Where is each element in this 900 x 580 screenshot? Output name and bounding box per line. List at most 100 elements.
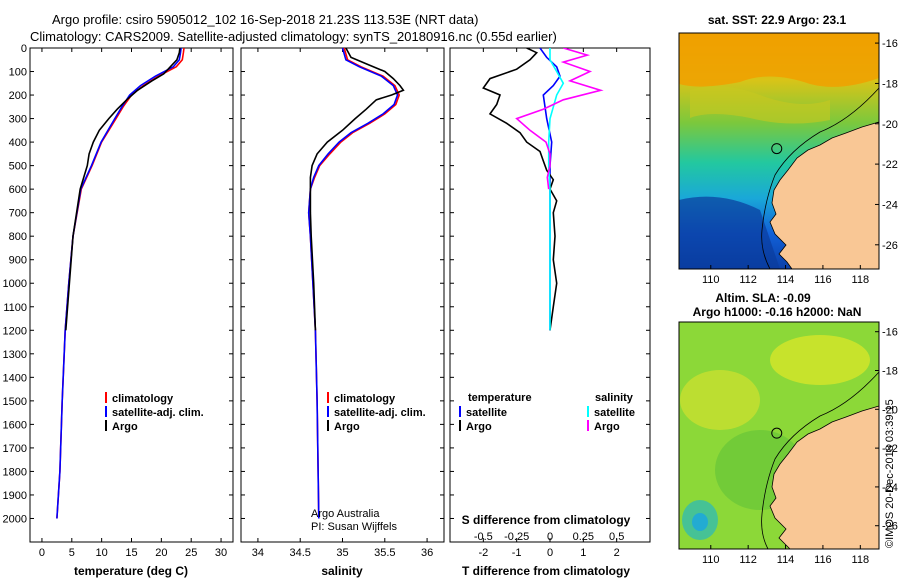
x-tick-label: 36 <box>421 547 433 559</box>
y-tick-label: 1200 <box>3 325 27 337</box>
y-tick-label: 0 <box>21 43 27 55</box>
legend-label-t-argo: Argo <box>466 421 492 433</box>
sst-warm-patch <box>679 33 879 87</box>
series-t-argo <box>482 48 558 331</box>
y-tick-label: 1000 <box>3 278 27 290</box>
y-tick-label: 200 <box>9 90 27 102</box>
salinity-legend: climatology satellite-adj. clim. Argo <box>327 392 426 433</box>
y-tick-label: 600 <box>9 184 27 196</box>
lat-tick-label: -26 <box>882 240 898 252</box>
x2-tick-label: 0.25 <box>573 531 594 543</box>
sst-map: sat. SST: 22.9 Argo: 23.1 -16 -18 -20 -22 -2… <box>678 13 898 286</box>
legend-swatch-climatology <box>327 392 329 403</box>
sst-map-title: sat. SST: 22.9 Argo: 23.1 <box>708 13 847 27</box>
legend-swatch-satellite <box>105 406 107 417</box>
y-tick-label: 1900 <box>3 490 27 502</box>
sst-map-frame <box>678 32 880 270</box>
lat-tick-label: -18 <box>882 366 898 378</box>
difference-x2label: S difference from climatology <box>462 513 631 527</box>
lon-tick-label: 112 <box>739 554 757 566</box>
x-tick-label: 0 <box>547 547 553 559</box>
x-tick-label: -1 <box>512 547 522 559</box>
lat-tick-label: -26 <box>882 521 898 533</box>
lon-tick-label: 114 <box>777 274 795 286</box>
sla-map: Altim. SLA: -0.09 Argo h1000: -0.16 h200… <box>678 291 898 566</box>
lat-tick-label: -22 <box>882 443 898 455</box>
y-tick-label: 1700 <box>3 443 27 455</box>
lon-tick-label: 110 <box>702 274 720 286</box>
legend-title-salinity: salinity <box>595 392 634 404</box>
difference-xlabel: T difference from climatology <box>462 564 630 578</box>
legend-label-argo: Argo <box>112 421 138 433</box>
lat-tick-label: -20 <box>882 119 898 131</box>
difference-legend: temperature salinity satellite Argo sate… <box>459 392 635 433</box>
y-tick-label: 900 <box>9 255 27 267</box>
sla-land <box>769 405 880 550</box>
series-s-argo <box>515 48 604 190</box>
legend-label-satellite: satellite-adj. clim. <box>334 407 426 419</box>
y-tick-label: 100 <box>9 67 27 79</box>
salinity-axes-frame <box>240 47 445 543</box>
x-tick-label: 2 <box>614 547 620 559</box>
title-line2: Climatology: CARS2009. Satellite-adjuste… <box>30 29 557 44</box>
y-tick-label: 1500 <box>3 396 27 408</box>
lat-tick-label: -20 <box>882 404 898 416</box>
temperature-panel: 0100200300400500600700800900100011001200… <box>3 43 234 578</box>
sla-argo-location-marker <box>771 427 783 439</box>
legend-label-satellite: satellite-adj. clim. <box>112 407 204 419</box>
y-tick-label: 700 <box>9 208 27 220</box>
x-tick-label: 15 <box>125 547 137 559</box>
y-tick-label: 500 <box>9 161 27 173</box>
timestamp-stamp: ©IMOS 20-Dec-2018 03:39:15 <box>884 399 896 548</box>
legend-label-climatology: climatology <box>112 393 174 405</box>
x-tick-label: 34.5 <box>289 547 310 559</box>
x-tick-label: 35 <box>336 547 348 559</box>
temperature-xlabel: temperature (deg C) <box>74 564 188 578</box>
x-tick-label: 10 <box>96 547 108 559</box>
sst-cold-patch <box>679 196 780 269</box>
title-line1: Argo profile: csiro 5905012_102 16-Sep-2… <box>52 12 478 27</box>
x-tick-label: 20 <box>155 547 167 559</box>
y-tick-label: 400 <box>9 137 27 149</box>
series-argo <box>65 48 181 331</box>
x2-tick-label: -0.25 <box>504 531 529 543</box>
x-tick-label: 34 <box>252 547 264 559</box>
sla-map-frame <box>678 321 880 550</box>
x2-tick-label: -0.5 <box>474 531 493 543</box>
y-tick-label: 1400 <box>3 372 27 384</box>
legend-swatch-argo <box>327 420 329 431</box>
lat-tick-label: -16 <box>882 327 898 339</box>
sla-map-title2: Argo h1000: -0.16 h2000: NaN <box>693 305 862 319</box>
credit-line1: Argo Australia <box>311 508 380 520</box>
series-climatology <box>56 48 185 519</box>
sla-patch <box>680 370 760 430</box>
y-tick-label: 300 <box>9 114 27 126</box>
lat-tick-label: -22 <box>882 159 898 171</box>
x-tick-label: 30 <box>215 547 227 559</box>
series-satellite-adj-clim- <box>307 48 399 519</box>
lon-tick-label: 114 <box>777 554 795 566</box>
sla-patch <box>770 335 870 385</box>
x-tick-label: 5 <box>69 547 75 559</box>
lon-tick-label: 118 <box>852 274 870 286</box>
lat-tick-label: -18 <box>882 78 898 90</box>
x2-tick-label: 0 <box>547 531 553 543</box>
y-tick-label: 1800 <box>3 466 27 478</box>
lon-tick-label: 110 <box>702 554 720 566</box>
y-tick-label: 1100 <box>3 302 27 314</box>
legend-label-t-satellite: satellite <box>466 407 507 419</box>
series-argo <box>309 48 405 331</box>
series-s-satellite <box>547 48 565 331</box>
legend-label-s-satellite: satellite <box>594 407 635 419</box>
legend-swatch-climatology <box>105 392 107 403</box>
difference-panel: -2 -1 0 1 2 -0.5 -0.25 0 0.25 0.5 T difference f… <box>449 47 651 578</box>
lon-tick-label: 118 <box>852 554 870 566</box>
legend-swatch-s-argo <box>587 420 589 431</box>
lon-tick-label: 116 <box>814 554 832 566</box>
sla-low-core <box>692 513 708 531</box>
legend-title-temperature: temperature <box>468 392 532 404</box>
lat-tick-label: -24 <box>882 199 898 211</box>
sst-argo-location-marker <box>771 143 783 155</box>
legend-label-climatology: climatology <box>334 393 396 405</box>
